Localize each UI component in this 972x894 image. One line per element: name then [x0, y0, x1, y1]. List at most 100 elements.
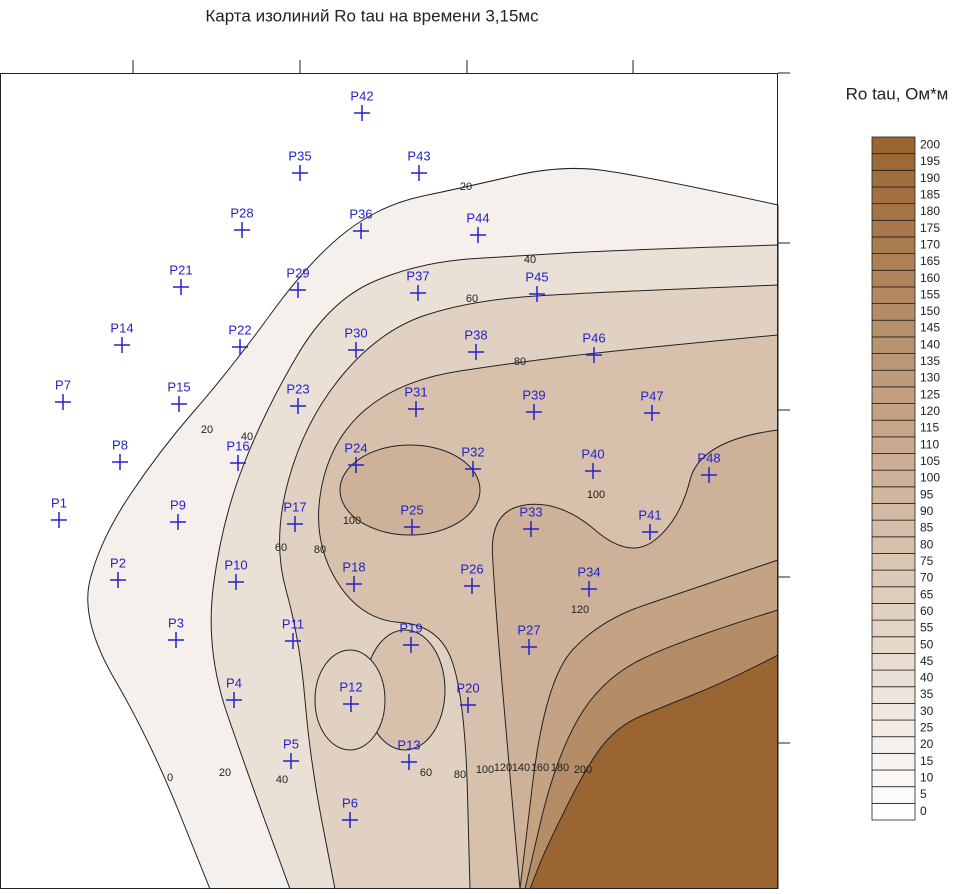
legend-label: 70 [920, 571, 934, 585]
contour-label: 80 [314, 544, 326, 556]
station-label: P48 [697, 450, 720, 465]
legend-swatch [871, 503, 916, 521]
legend-label: 10 [920, 771, 934, 785]
legend-label: 25 [920, 721, 934, 735]
station-marker [468, 344, 484, 360]
station-label: P14 [110, 320, 133, 335]
station-marker [292, 165, 308, 181]
legend-label: 145 [920, 321, 940, 335]
station-label: P8 [112, 437, 128, 452]
contour-label: 80 [514, 356, 526, 368]
station-marker [51, 512, 67, 528]
contour-label: 60 [466, 293, 478, 305]
station-label: P45 [525, 269, 548, 284]
legend-label: 55 [920, 621, 934, 635]
legend-swatch [871, 569, 916, 588]
legend-label: 15 [920, 754, 934, 768]
legend-swatch [871, 219, 916, 238]
station-label: P12 [339, 679, 362, 694]
station-label: P16 [226, 438, 249, 453]
contour-label: 60 [275, 542, 287, 554]
contour-label: 100 [343, 515, 361, 527]
legend-label: 120 [920, 404, 940, 418]
legend-label: 175 [920, 221, 940, 235]
contour-label: 120 [571, 604, 589, 616]
station-label: P1 [51, 495, 67, 510]
legend-label: 65 [920, 587, 934, 601]
legend-swatch [871, 236, 916, 255]
legend-swatch [871, 253, 916, 271]
station-label: P2 [110, 555, 126, 570]
station-marker [404, 519, 420, 535]
legend-swatch [871, 702, 916, 721]
station-marker [342, 812, 358, 828]
legend-label: 155 [920, 287, 940, 301]
legend-label: 140 [920, 337, 940, 351]
legend-label: 80 [920, 537, 934, 551]
station-marker [226, 692, 242, 708]
station-marker [460, 697, 476, 713]
contour-label: 180 [551, 762, 569, 774]
legend-label: 105 [920, 454, 940, 468]
station-label: P13 [397, 737, 420, 752]
legend-swatch [871, 669, 916, 688]
station-label: P37 [406, 268, 429, 283]
station-label: P44 [466, 210, 489, 225]
legend-swatch [871, 319, 916, 338]
station-label: P31 [404, 384, 427, 399]
legend-label: 45 [920, 654, 934, 668]
legend-label: 0 [920, 804, 927, 818]
legend-label: 200 [920, 138, 940, 152]
station-marker [290, 282, 306, 298]
station-label: P7 [55, 377, 71, 392]
legend-label: 50 [920, 637, 934, 651]
legend-swatch [871, 553, 916, 571]
contour-label: 160 [531, 762, 549, 774]
legend-swatch [871, 736, 916, 754]
legend-swatch [871, 653, 916, 671]
legend-label: 165 [920, 254, 940, 268]
station-marker [521, 639, 537, 655]
station-label: P23 [286, 381, 309, 396]
legend-swatch [871, 786, 916, 804]
station-label: P33 [519, 504, 542, 519]
legend-swatch [871, 486, 916, 504]
legend-swatch [871, 619, 916, 638]
station-label: P5 [283, 736, 299, 751]
legend-swatch [871, 269, 916, 288]
legend-swatch [871, 636, 916, 654]
station-label: P42 [350, 88, 373, 103]
station-label: P10 [224, 557, 247, 572]
station-marker [346, 576, 362, 592]
station-marker [114, 337, 130, 353]
contour-label: 20 [201, 424, 213, 436]
station-label: P17 [283, 499, 306, 514]
station-label: P11 [282, 616, 304, 631]
station-marker [470, 227, 486, 243]
station-marker [408, 401, 424, 417]
station-label: P39 [522, 387, 545, 402]
station-label: P32 [461, 444, 484, 459]
station-marker [411, 165, 427, 181]
station-label: P34 [577, 564, 600, 579]
station-marker [526, 404, 542, 420]
station-marker [234, 222, 250, 238]
station-marker [285, 633, 301, 649]
station-marker [403, 637, 419, 653]
station-label: P38 [464, 327, 487, 342]
station-label: P26 [460, 561, 483, 576]
contour-label: 60 [420, 767, 432, 779]
legend-label: 170 [920, 237, 940, 251]
station-label: P3 [168, 615, 184, 630]
station-marker [343, 696, 359, 712]
legend-label: 85 [920, 521, 934, 535]
station-label: P18 [342, 559, 365, 574]
station-marker [529, 286, 545, 302]
legend-label: 35 [920, 687, 934, 701]
station-marker [644, 405, 660, 421]
station-marker [354, 105, 370, 121]
legend-swatch [871, 419, 916, 438]
station-label: P27 [517, 622, 540, 637]
station-label: P15 [167, 379, 190, 394]
